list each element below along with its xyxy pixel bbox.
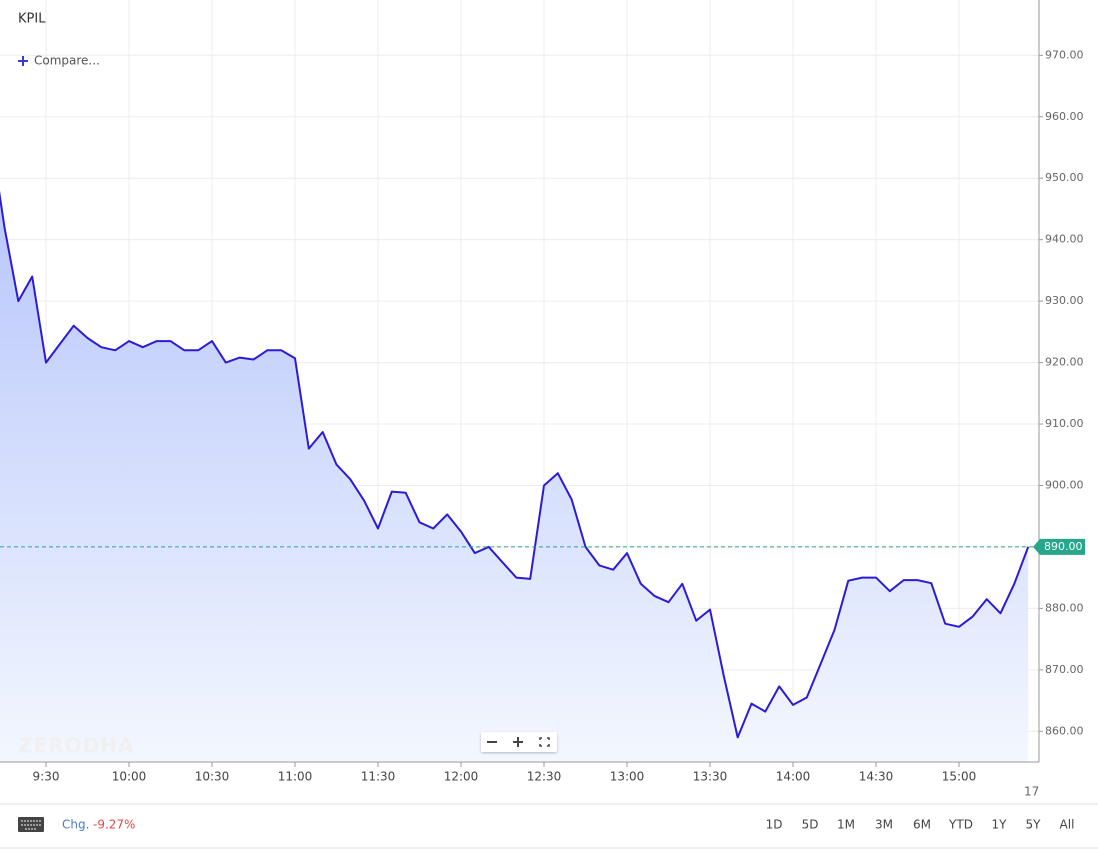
period-button[interactable]: 6M	[913, 818, 931, 832]
zoom-in[interactable]	[513, 737, 523, 747]
price-tag	[1033, 538, 1085, 555]
period-button[interactable]: All	[1060, 818, 1075, 832]
x-tick-label: 12:30	[527, 770, 562, 784]
y-tick-label: 960.00	[1045, 110, 1084, 123]
change-value: -9.27%	[93, 818, 135, 832]
period-button[interactable]: 3M	[875, 818, 893, 832]
zoom-controls	[481, 732, 557, 752]
x-tick-label: 9:30	[33, 770, 60, 784]
plot-area	[0, 190, 1039, 762]
keyboard-icon[interactable]	[18, 817, 44, 832]
x-tick-label: 13:30	[693, 770, 728, 784]
x-tick-label: 15:00	[942, 770, 977, 784]
x-tick-label: 14:30	[859, 770, 894, 784]
watermark: ZERODHA	[18, 734, 134, 758]
compare-button[interactable]: Compare...	[18, 54, 100, 68]
change-label: Chg.	[62, 818, 89, 832]
compare-label[interactable]: Compare...	[34, 54, 100, 68]
x-tick-label: 12:00	[444, 770, 479, 784]
y-tick-label: 920.00	[1045, 356, 1084, 369]
x-tick-label: 14:00	[776, 770, 811, 784]
keyboard-keys	[21, 820, 41, 830]
period-button[interactable]: 5D	[802, 818, 819, 832]
y-tick-label: 930.00	[1045, 294, 1084, 307]
date-label: 17/	[1024, 785, 1044, 799]
price-tag-label: 890.00	[1044, 540, 1083, 553]
symbol: KPIL	[18, 12, 46, 27]
y-tick-label: 870.00	[1045, 663, 1084, 676]
y-tick-label: 900.00	[1045, 478, 1084, 491]
y-tick-label: 910.00	[1045, 417, 1084, 430]
period-selector: 1D 5D 1M 3M 6M YTD 1Y 5Y All	[766, 818, 1075, 832]
y-tick-label: 970.00	[1045, 48, 1084, 61]
period-button[interactable]: 1D	[766, 818, 783, 832]
y-tick-label: 880.00	[1045, 601, 1084, 614]
x-tick-label: 10:30	[195, 770, 230, 784]
y-tick-label: 860.00	[1045, 724, 1084, 737]
period-button[interactable]: YTD	[948, 818, 973, 832]
axes: 860.00 870.00 880.00 890.00 900.00 910.00 920.…	[33, 48, 1085, 799]
area	[0, 197, 1029, 762]
fullscreen[interactable]	[539, 737, 550, 747]
x-tick-label: 13:00	[610, 770, 645, 784]
period-button[interactable]: 5Y	[1026, 818, 1042, 832]
y-tick-label: 950.00	[1045, 171, 1084, 184]
y-tick-label: 940.00	[1045, 233, 1084, 246]
period-button[interactable]: 1Y	[992, 818, 1008, 832]
period-button[interactable]: 1M	[837, 818, 855, 832]
x-tick-label: 11:00	[278, 770, 313, 784]
x-tick-label: 11:30	[361, 770, 396, 784]
x-tick-label: 10:00	[112, 770, 147, 784]
price-line	[0, 190, 1030, 739]
plus-icon	[18, 56, 28, 66]
